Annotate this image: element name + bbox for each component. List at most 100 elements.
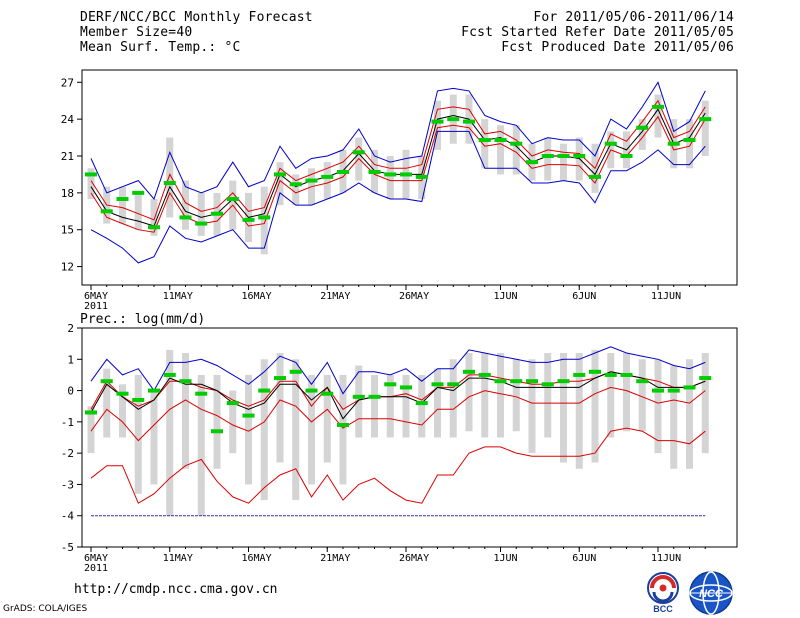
- prec-median-mark: [116, 391, 129, 396]
- temp-median-mark: [510, 141, 523, 146]
- prec-median-mark: [132, 397, 145, 402]
- prec-ensemble-box: [638, 359, 646, 432]
- temp-median-mark: [289, 182, 302, 187]
- temp-ensemble-box: [701, 100, 709, 156]
- prec-median-mark: [352, 394, 365, 399]
- temp-ensemble-box: [386, 156, 394, 199]
- prec-ensemble-box: [701, 353, 709, 454]
- prec-ensemble-box: [276, 353, 284, 463]
- prec-ensemble-box: [607, 353, 615, 438]
- temp-median-mark: [305, 178, 318, 183]
- source-url[interactable]: http://cmdp.ncc.cma.gov.cn: [74, 582, 278, 597]
- temp-x-tick-label: 1JUN: [494, 291, 518, 302]
- prec-y-tick-label: 0: [67, 385, 74, 398]
- prec-median-mark: [226, 401, 239, 406]
- member-size: Member Size=40: [80, 25, 193, 40]
- prec-ensemble-box: [418, 374, 426, 438]
- temp-median-mark: [384, 172, 397, 177]
- prec-y-tick-label: -1: [61, 416, 74, 429]
- temp-ensemble-box: [292, 174, 300, 206]
- prec-x-tick-label: 1JUN: [494, 553, 518, 564]
- prec-ensemble-box: [339, 374, 347, 485]
- temp-ensemble-box: [560, 143, 567, 181]
- prec-median-mark: [415, 401, 428, 406]
- prec-median-mark: [148, 388, 160, 393]
- temp-x-tick-label: 11MAY: [163, 291, 193, 302]
- temp-ensemble-box: [197, 192, 205, 236]
- temp-y-tick-label: 24: [61, 113, 75, 126]
- prec-line-min: [90, 427, 706, 504]
- prec-x-tick-label: 21MAY: [320, 553, 350, 564]
- temp-median-mark: [179, 215, 192, 220]
- prec-y-tick-label: 1: [67, 353, 74, 366]
- temp-ensemble-box: [497, 125, 504, 175]
- prec-ensemble-box: [481, 353, 489, 438]
- prec-median-mark: [305, 388, 318, 393]
- bcc-logo: BCC: [647, 572, 679, 614]
- header-left: DERF/NCC/BCC Monthly Forecast Member Siz…: [80, 10, 313, 55]
- temp-median-mark: [100, 209, 113, 214]
- prec-ensemble-box: [402, 374, 410, 438]
- prec-y-tick-label: -5: [61, 541, 74, 554]
- prec-ensemble-box: [197, 374, 205, 516]
- prec-ensemble-box: [308, 374, 315, 485]
- temp-median-mark: [557, 154, 570, 158]
- temp-median-mark: [211, 211, 223, 216]
- prec-median-mark: [368, 394, 381, 399]
- temp-median-mark: [667, 141, 680, 146]
- prec-median-mark: [510, 379, 523, 384]
- prec-median-mark: [242, 413, 255, 418]
- prec-ensemble-box: [371, 374, 378, 438]
- prec-ensemble-box: [119, 384, 126, 438]
- temp-ensemble-box: [150, 199, 158, 236]
- temp-median-mark: [636, 125, 649, 130]
- temp-line-mean: [90, 108, 706, 227]
- temp-median-mark: [652, 104, 664, 109]
- prec-ensemble-box: [465, 353, 473, 432]
- temp-ensemble-box: [119, 186, 126, 224]
- temp-median-mark: [85, 172, 97, 177]
- prec-ensemble-box: [260, 359, 268, 501]
- temp-median-mark: [258, 215, 271, 220]
- prec-median-mark: [683, 385, 696, 390]
- prec-median-mark: [431, 382, 444, 387]
- prec-ensemble-box: [386, 374, 394, 438]
- ncc-logo: NCC: [689, 571, 733, 615]
- prec-median-mark: [337, 422, 349, 427]
- temp-median-mark: [604, 141, 617, 146]
- bcc-logo-text: BCC: [653, 604, 673, 614]
- temp-x-tick-label: 16MAY: [242, 291, 272, 302]
- temp-median-mark: [116, 197, 129, 201]
- temp-median-mark: [242, 217, 255, 222]
- prec-line-mean: [90, 371, 706, 420]
- temp-plot-frame: [81, 69, 738, 286]
- prec-ensemble-box: [323, 374, 331, 463]
- prec-ensemble-box: [134, 374, 142, 494]
- prec-median-mark: [447, 382, 460, 387]
- prec-ensemble-box: [591, 349, 599, 463]
- temp-median-mark: [431, 119, 444, 124]
- temp-median-mark: [368, 169, 381, 174]
- temp-ensemble-box: [166, 137, 174, 218]
- temp-x-tick-label: 26MAY: [399, 291, 429, 302]
- temp-ensemble-box: [544, 137, 552, 181]
- prec-y-tick-label: -4: [61, 510, 75, 523]
- temp-ensemble-box: [182, 180, 189, 230]
- temp-line-spread_upper: [90, 99, 706, 221]
- temp-ensemble-box: [87, 168, 95, 199]
- temp-median-mark: [195, 221, 208, 226]
- prec-median-mark: [195, 391, 208, 396]
- temp-panel: 12 15 18 21 24 27 6MAY 11MAY 16MAY 21MAY 26MAY 1JUN…: [61, 69, 738, 312]
- temp-line-max: [90, 81, 706, 200]
- prec-median-mark: [179, 379, 192, 384]
- prec-ensemble-box: [686, 359, 693, 469]
- temp-median-mark: [400, 172, 412, 177]
- forecast-title: DERF/NCC/BCC Monthly Forecast: [80, 10, 313, 25]
- prec-ensemble-box: [150, 390, 158, 485]
- prec-ensemble-box: [449, 359, 457, 438]
- prec-median-mark: [289, 369, 302, 374]
- prec-ensemble-box: [182, 353, 189, 469]
- prec-line-max: [90, 346, 706, 395]
